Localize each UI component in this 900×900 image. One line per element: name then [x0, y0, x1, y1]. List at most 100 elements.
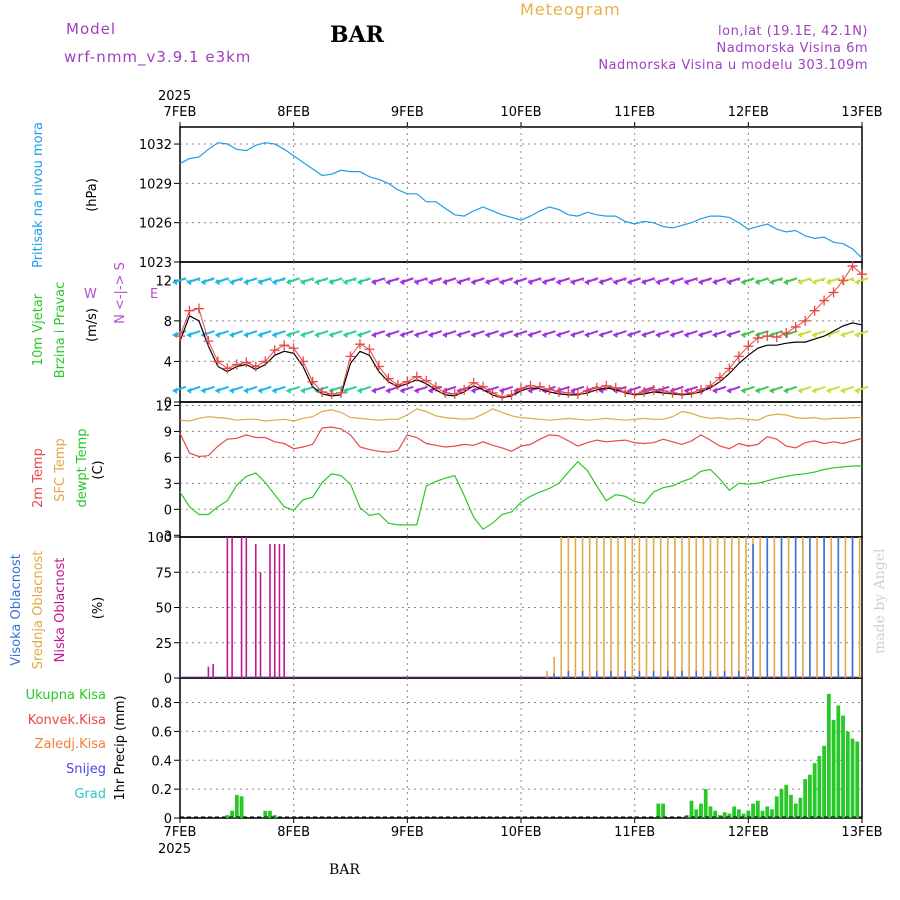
gust-marker — [231, 359, 242, 370]
gust-marker — [762, 331, 773, 342]
wind-arrow-head — [498, 387, 504, 394]
precip-bar — [239, 796, 244, 818]
x-tick-label-top: 10FEB — [500, 105, 541, 120]
wind-arrow-head — [640, 332, 646, 339]
wind-arrow-head — [598, 332, 604, 339]
wind-arrow-head — [569, 332, 575, 339]
wind-arrow-head — [740, 279, 746, 286]
wind-arrow-head — [711, 332, 717, 339]
wind-arrow-head — [413, 332, 419, 339]
wind-arrow-head — [754, 279, 760, 286]
precip-bar — [234, 794, 239, 818]
x-tick-label-bottom: 8FEB — [277, 825, 310, 840]
precip-bar — [741, 813, 746, 818]
precip-bar — [760, 810, 765, 818]
gust-marker — [610, 382, 621, 393]
gust-marker — [857, 269, 867, 280]
wind-arrow-head — [172, 387, 177, 394]
gust-marker — [553, 386, 564, 397]
gust-marker — [383, 373, 394, 384]
wind-arrow-head — [669, 279, 675, 286]
wind-arrow-head — [257, 332, 263, 339]
wind-arrow-head — [825, 387, 831, 394]
gust-marker — [743, 341, 754, 352]
wind-unit: (m/s) — [85, 308, 100, 342]
gust-marker — [345, 351, 356, 362]
gust-marker — [421, 375, 432, 386]
year-label-top: 2025 — [158, 89, 191, 104]
gust-marker — [326, 388, 337, 399]
y-tick-label: 9 — [164, 425, 172, 440]
gust-marker — [317, 386, 328, 397]
precip-bar — [268, 810, 272, 818]
precip-legend-item: Grad — [74, 787, 106, 802]
series-pressure — [179, 142, 863, 259]
precip-bar — [774, 796, 779, 818]
wind-arrow-head — [470, 279, 476, 286]
wind-arrow-head — [427, 332, 433, 339]
x-tick-label-bottom: 10FEB — [500, 825, 541, 840]
wind-arrow-head — [513, 332, 518, 339]
precip-bar — [765, 806, 770, 818]
wind-arrow-head — [186, 387, 192, 394]
wind-arrow-head — [683, 279, 689, 286]
gust-marker — [771, 332, 782, 343]
gust-marker — [714, 372, 725, 383]
wind-arrow-head — [555, 332, 561, 339]
y-tick-label: 100 — [147, 531, 172, 546]
wind-arrow-head — [569, 279, 575, 286]
wind-arrow-head — [655, 279, 661, 286]
wind-arrow-head — [186, 332, 192, 339]
x-tick-label-bottom: 9FEB — [391, 825, 424, 840]
gust-marker — [449, 388, 460, 399]
gust-marker — [828, 287, 839, 298]
gust-marker — [534, 381, 545, 392]
precip-bar — [746, 810, 751, 818]
gust-marker — [373, 361, 384, 372]
cloud-high-title: Visoka Oblacnost — [9, 554, 24, 666]
sfc-temp-title: SFC Temp — [53, 438, 68, 502]
wind-arrow-head — [768, 387, 774, 394]
wind-arrow-head — [683, 332, 689, 339]
pressure-unit: (hPa) — [85, 178, 100, 212]
gust-marker — [752, 333, 763, 344]
y-tick-label: 4 — [164, 355, 172, 370]
precip-bar — [699, 803, 703, 818]
gust-marker — [354, 339, 365, 350]
wind-arrow-head — [839, 387, 845, 394]
gust-marker — [838, 275, 849, 286]
wind-arrow-head — [356, 279, 362, 286]
wind-arrow-head — [498, 332, 504, 339]
gust-marker — [639, 386, 650, 397]
precip-bar — [812, 763, 817, 818]
wind-arrow-head — [299, 279, 305, 286]
wind-arrow-head — [811, 387, 817, 394]
wind-arrow-head — [257, 279, 263, 286]
temp2m-title: 2m Temp — [31, 448, 46, 508]
gust-marker — [402, 376, 413, 387]
wind-arrow-head — [370, 332, 376, 339]
gust-marker — [790, 321, 801, 332]
wind-arrow-head — [498, 279, 504, 286]
wind-arrow-head — [385, 279, 391, 286]
wind-arrow-head — [172, 279, 177, 286]
wind-arrow-head — [527, 279, 533, 286]
chart-title: Meteogram — [520, 0, 621, 19]
precip-legend-item: Snijeg — [66, 762, 106, 777]
wind-arrow-head — [385, 332, 391, 339]
y-tick-label: -3 — [159, 529, 172, 544]
wind-arrow-head — [456, 279, 462, 286]
precip-bar — [845, 731, 850, 818]
wind-direction-legend: N <-|-> S — [113, 262, 128, 324]
wind-subtitle: Brzina i Pravac — [53, 282, 68, 379]
wind-arrow-head — [441, 332, 447, 339]
gust-marker — [667, 387, 678, 398]
wind-arrow-head — [172, 332, 177, 339]
wind-arrow-head — [527, 332, 533, 339]
precip-unit: 1hr Precip (mm) — [113, 695, 128, 800]
gust-marker — [658, 385, 669, 396]
gust-marker — [298, 356, 309, 367]
precip-bar — [789, 794, 793, 818]
precip-bar — [793, 803, 798, 818]
wind-arrow-head — [470, 332, 476, 339]
